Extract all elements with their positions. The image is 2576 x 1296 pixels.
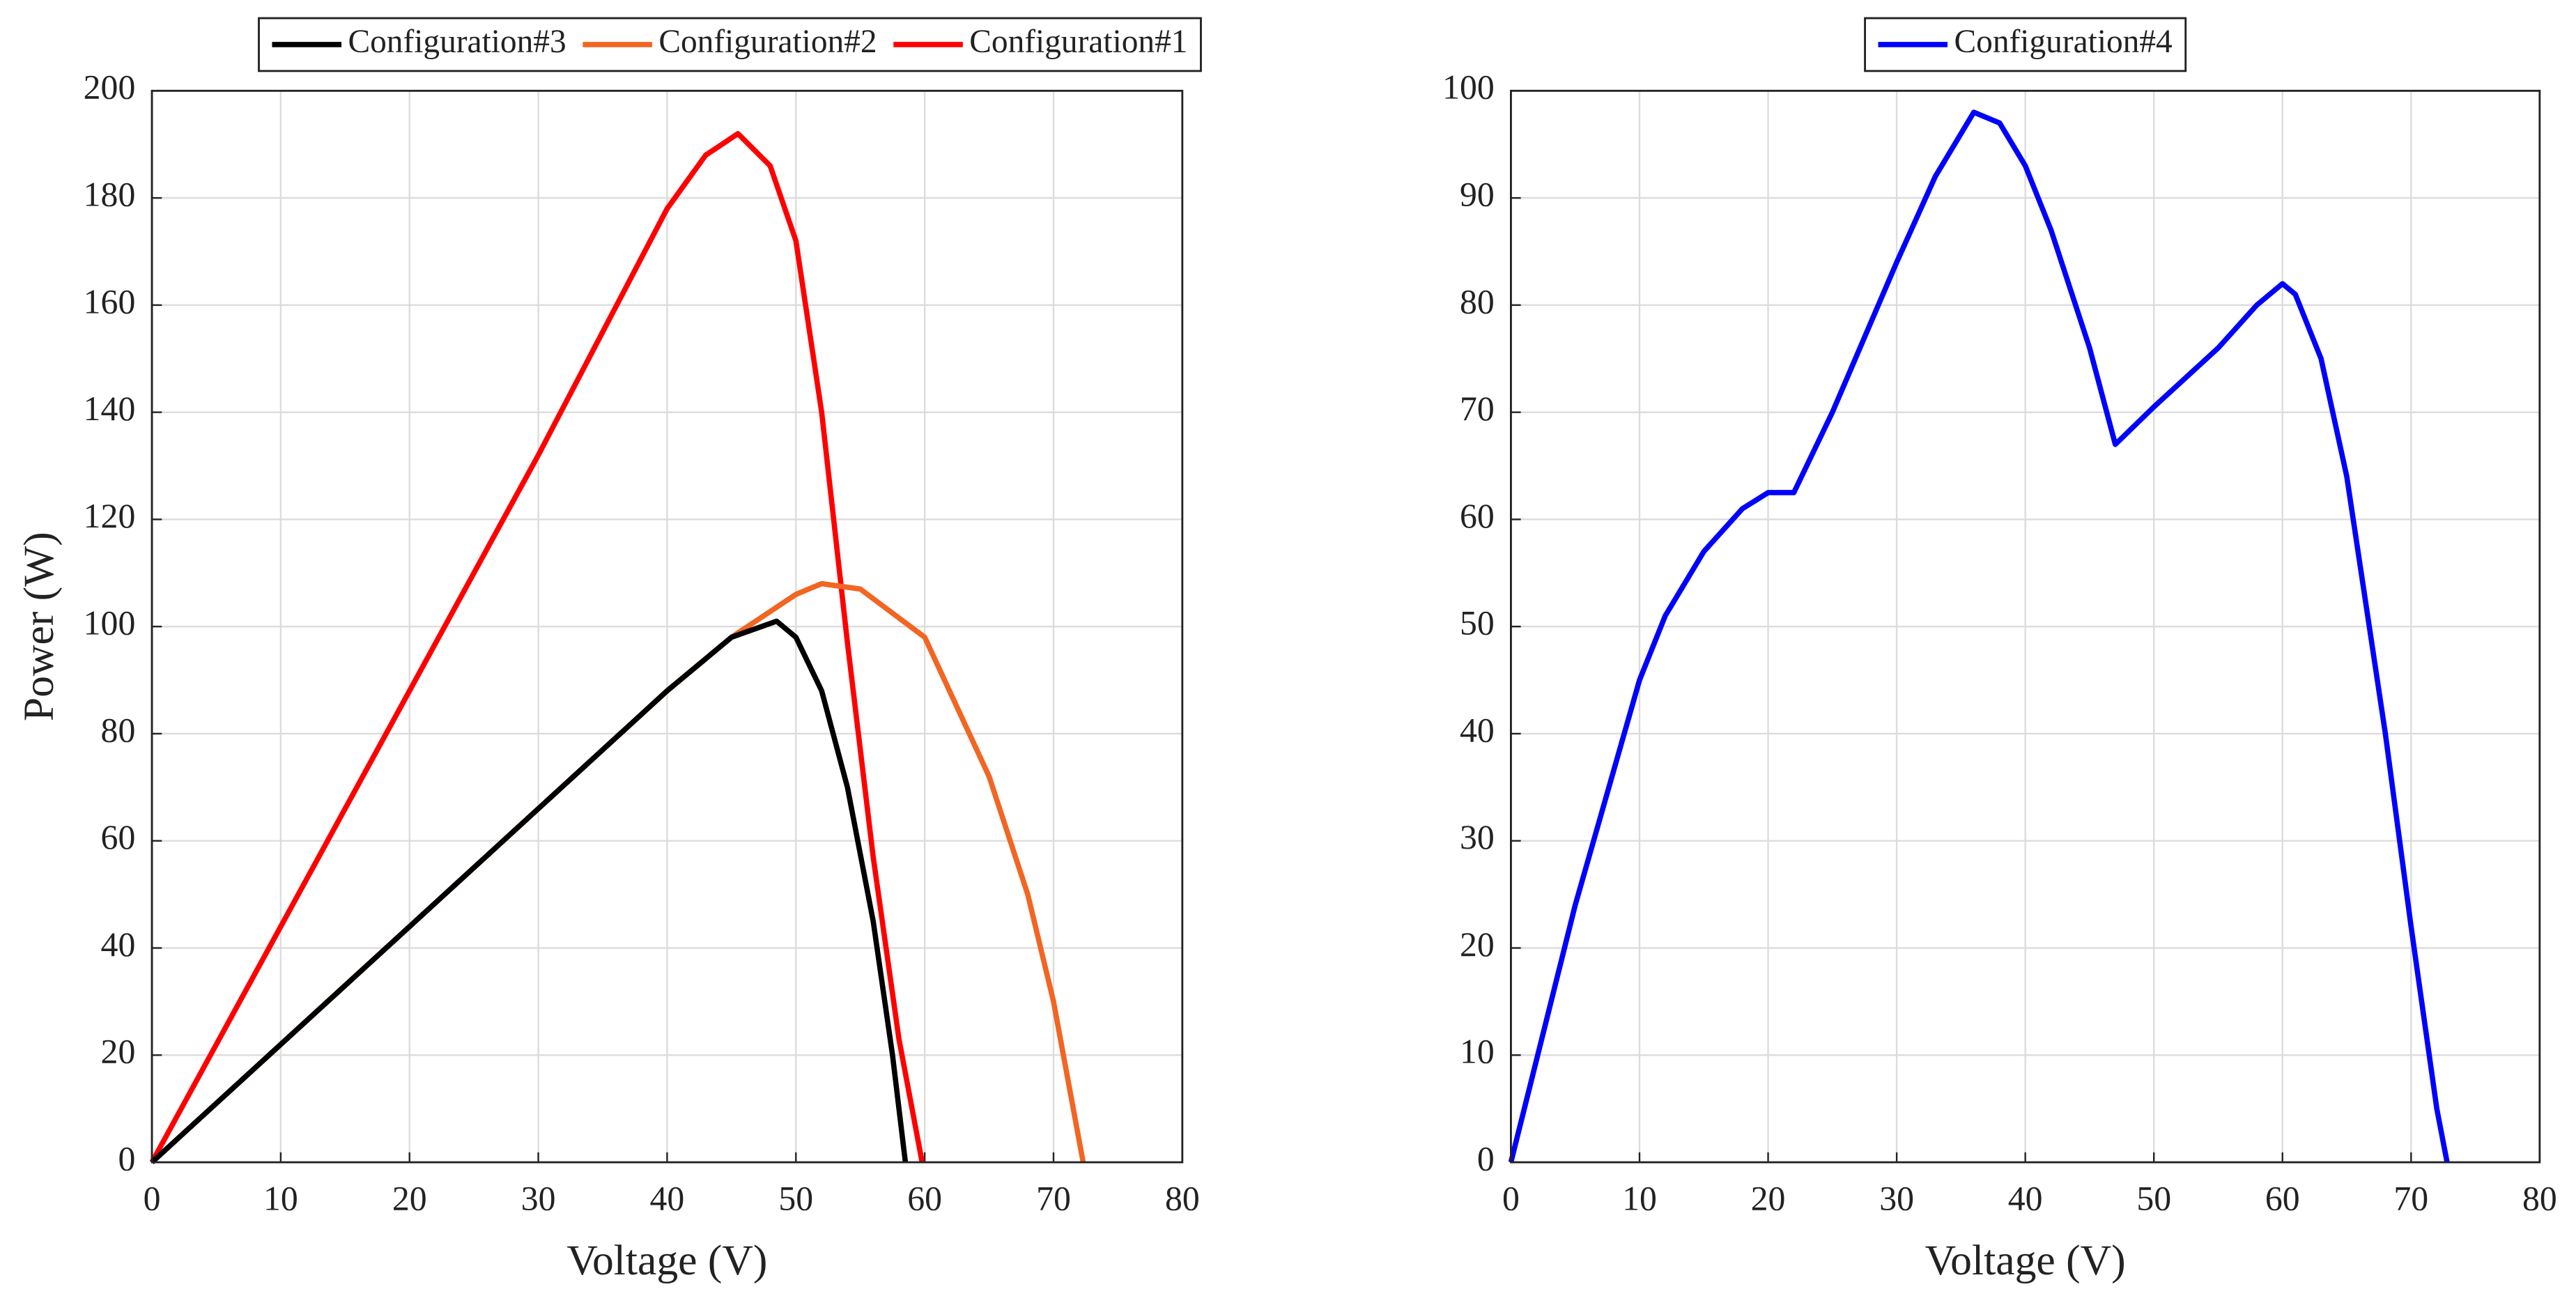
y-tick-label: 30 — [1460, 818, 1495, 856]
legend-box — [258, 17, 1202, 72]
y-tick-label: 40 — [1460, 711, 1495, 749]
x-tick-label: 10 — [263, 1179, 298, 1217]
plot-frame — [151, 89, 1184, 1164]
y-tick-label: 80 — [1460, 282, 1495, 321]
x-tick-label: 80 — [2522, 1179, 2557, 1217]
series-line — [149, 131, 925, 1164]
y-tick-label: 40 — [101, 925, 136, 964]
y-tick-label: 160 — [84, 282, 136, 321]
plot-frame — [1510, 89, 2541, 1164]
y-tick-label: 100 — [1442, 68, 1495, 107]
x-tick-label: 70 — [2393, 1179, 2428, 1217]
y-axis-label: Power (W) — [15, 532, 63, 721]
x-tick-label: 0 — [144, 1179, 161, 1217]
y-tick-label: 0 — [118, 1140, 135, 1178]
y-tick-label: 90 — [1460, 176, 1495, 214]
y-tick-label: 140 — [84, 389, 136, 428]
y-tick-label: 200 — [84, 68, 136, 107]
series-line — [1508, 109, 2450, 1163]
y-tick-label: 20 — [101, 1033, 136, 1071]
y-tick-label: 60 — [1460, 497, 1495, 535]
x-tick-label: 60 — [907, 1179, 942, 1217]
y-tick-label: 0 — [1477, 1140, 1495, 1178]
x-tick-label: 30 — [521, 1179, 556, 1217]
x-tick-label: 60 — [2265, 1179, 2300, 1217]
y-tick-label: 70 — [1460, 389, 1495, 428]
x-tick-label: 80 — [1165, 1179, 1200, 1217]
series-line — [150, 618, 909, 1164]
x-axis-label: Voltage (V) — [566, 1237, 767, 1284]
legend-label: Configuration#4 — [1954, 24, 2173, 60]
y-tick-label: 20 — [1460, 925, 1495, 964]
legend-label: Configuration#2 — [658, 24, 877, 60]
x-tick-label: 20 — [1751, 1179, 1786, 1217]
y-tick-label: 80 — [101, 711, 136, 749]
y-tick-label: 100 — [84, 604, 136, 642]
legend-label: Configuration#1 — [969, 24, 1187, 60]
x-tick-label: 40 — [2008, 1179, 2043, 1217]
legend: Configuration#3 Configuration#2 Configurat… — [258, 17, 1202, 72]
x-tick-label: 20 — [392, 1179, 427, 1217]
x-tick-label: 70 — [1036, 1179, 1071, 1217]
y-tick-label: 180 — [84, 176, 136, 214]
y-tick-label: 120 — [84, 497, 136, 535]
x-axis-label: Voltage (V) — [1925, 1237, 2126, 1284]
legend-label: Configuration#3 — [348, 24, 566, 60]
y-tick-label: 50 — [1460, 604, 1495, 642]
y-tick-label: 60 — [101, 818, 136, 856]
legend: Configuration#4 — [1864, 17, 2187, 72]
x-tick-label: 10 — [1622, 1179, 1657, 1217]
x-tick-label: 30 — [1879, 1179, 1914, 1217]
x-tick-label: 40 — [650, 1179, 685, 1217]
x-tick-label: 0 — [1502, 1179, 1520, 1217]
x-tick-label: 50 — [778, 1179, 813, 1217]
x-tick-label: 50 — [2136, 1179, 2171, 1217]
y-tick-label: 10 — [1460, 1033, 1495, 1071]
